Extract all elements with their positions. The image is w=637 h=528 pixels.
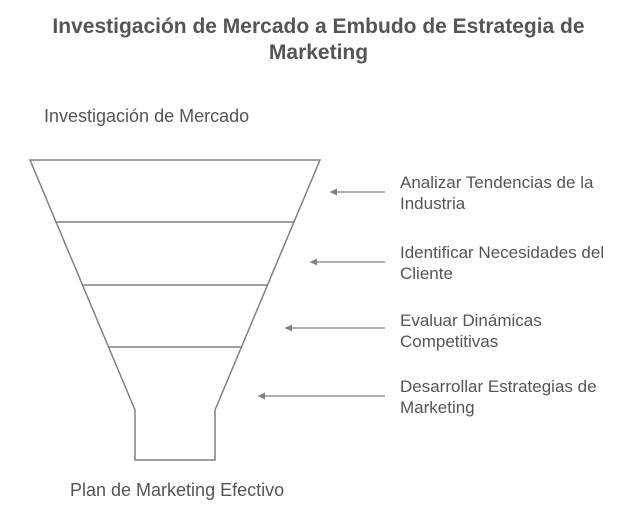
- stage-label: Analizar Tendencias de la Industria: [400, 172, 637, 215]
- funnel-top-label: Investigación de Mercado: [44, 106, 249, 127]
- funnel-shape: [20, 150, 330, 470]
- funnel-outline: [30, 160, 320, 460]
- funnel-dividers: [56, 222, 294, 347]
- funnel-bottom-label: Plan de Marketing Efectivo: [70, 480, 284, 501]
- stage-label: Identificar Necesidades del Cliente: [400, 242, 637, 285]
- chart-title: Investigación de Mercado a Embudo de Est…: [0, 14, 637, 67]
- stage-label: Desarrollar Estrategias de Marketing: [400, 376, 637, 419]
- stage-label: Evaluar Dinámicas Competitivas: [400, 310, 637, 353]
